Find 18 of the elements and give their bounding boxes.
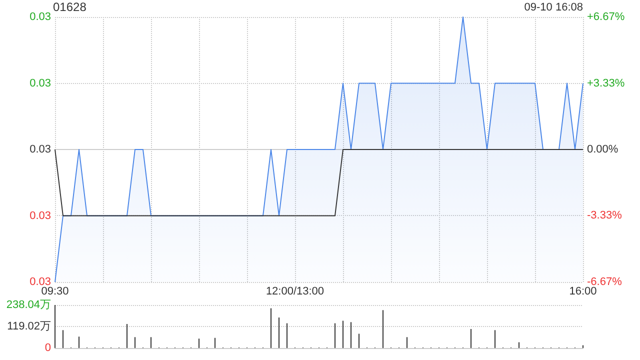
y-tick-label: 0.03	[30, 210, 51, 222]
y-tick-label: 0.03	[30, 144, 51, 156]
y-tick-label: 0	[44, 342, 51, 354]
y2-tick-label: +6.67%	[587, 11, 625, 23]
x-tick-label: 16:00	[569, 286, 597, 298]
text: 09-10 16:08	[524, 2, 583, 14]
y2-tick-label: +3.33%	[587, 77, 625, 90]
y-tick-label: 0.03	[30, 276, 51, 288]
chart-title: 01628	[53, 0, 87, 14]
y-tick-label: 119.02万	[7, 320, 51, 332]
y2-tick-label: -6.67%	[587, 276, 622, 288]
x-tick-label: 12:00/13:00	[266, 286, 324, 298]
x-tick-label: 09:30	[41, 286, 69, 298]
y-tick-label: 0.03	[30, 11, 51, 23]
y-tick-label: 238.04万	[6, 299, 51, 311]
y2-tick-label: 0.00%	[587, 144, 618, 156]
y2-tick-label: -3.33%	[587, 210, 622, 222]
y-tick-label: 0.03	[30, 77, 51, 90]
